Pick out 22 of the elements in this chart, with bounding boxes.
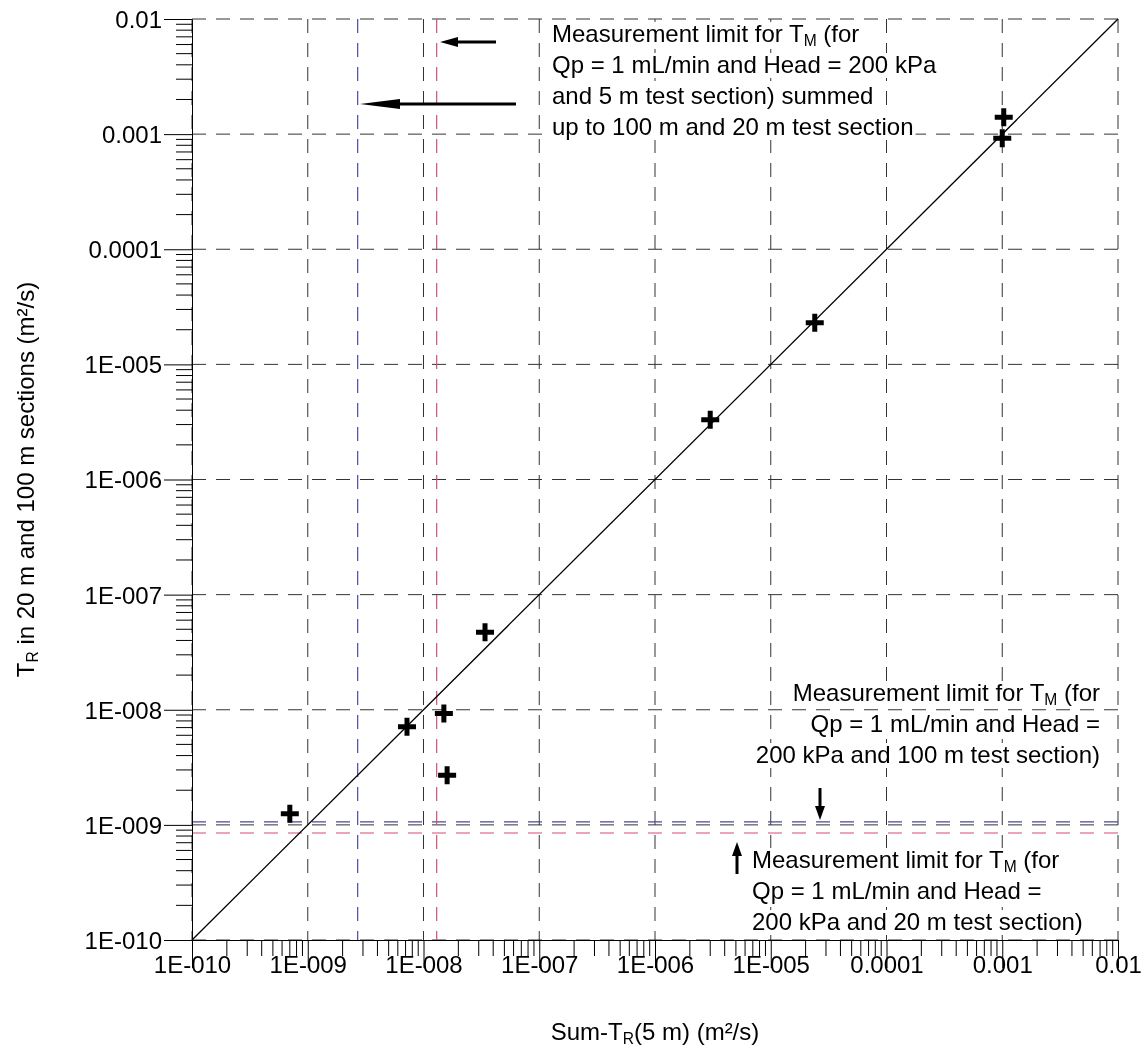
x-tick-label: 0.0001 bbox=[850, 951, 924, 979]
x-tick-label: 1E-005 bbox=[732, 951, 810, 979]
x-tick-label: 1E-010 bbox=[153, 951, 232, 979]
x-axis-title: Sum-T$_{R}$(5 m) (m²/s) bbox=[550, 1018, 760, 1047]
y-tick-label: 0.01 bbox=[115, 5, 162, 33]
y-tick-label: 1E-009 bbox=[84, 811, 162, 839]
annotation: Measurement limit for T$_{M}$ (for Qp = 1 mL/min and Head = 200 kPa and 100 m test section) bbox=[755, 679, 1100, 768]
y-tick-label: 0.001 bbox=[101, 121, 162, 149]
x-tick-label: 1E-006 bbox=[616, 951, 695, 979]
y-tick-label: 1E-006 bbox=[84, 466, 162, 494]
y-tick-label: 1E-008 bbox=[84, 696, 162, 724]
annotation: Measurement limit for T$_{M}$ (for Qp = 1 mL/min and Head = 200 kPa and 20 m test section) bbox=[752, 846, 1083, 935]
annotation: Measurement limit for T$_{M}$ (for Qp = 1 mL/min and Head = 200 kPa and 5 m test section) summed up to 100 m and 20 m test section bbox=[552, 20, 937, 140]
y-tick-label: 1E-005 bbox=[84, 351, 162, 379]
x-tick-label: 0.01 bbox=[1095, 951, 1142, 979]
x-tick-label: 1E-009 bbox=[269, 951, 347, 979]
y-tick-label: 0.0001 bbox=[88, 236, 162, 264]
x-tick-label: 1E-007 bbox=[501, 951, 579, 979]
x-tick-label: 0.001 bbox=[972, 951, 1033, 979]
x-tick-label: 1E-008 bbox=[385, 951, 463, 979]
y-tick-label: 1E-007 bbox=[84, 581, 162, 609]
y-tick-label: 1E-010 bbox=[84, 926, 162, 954]
